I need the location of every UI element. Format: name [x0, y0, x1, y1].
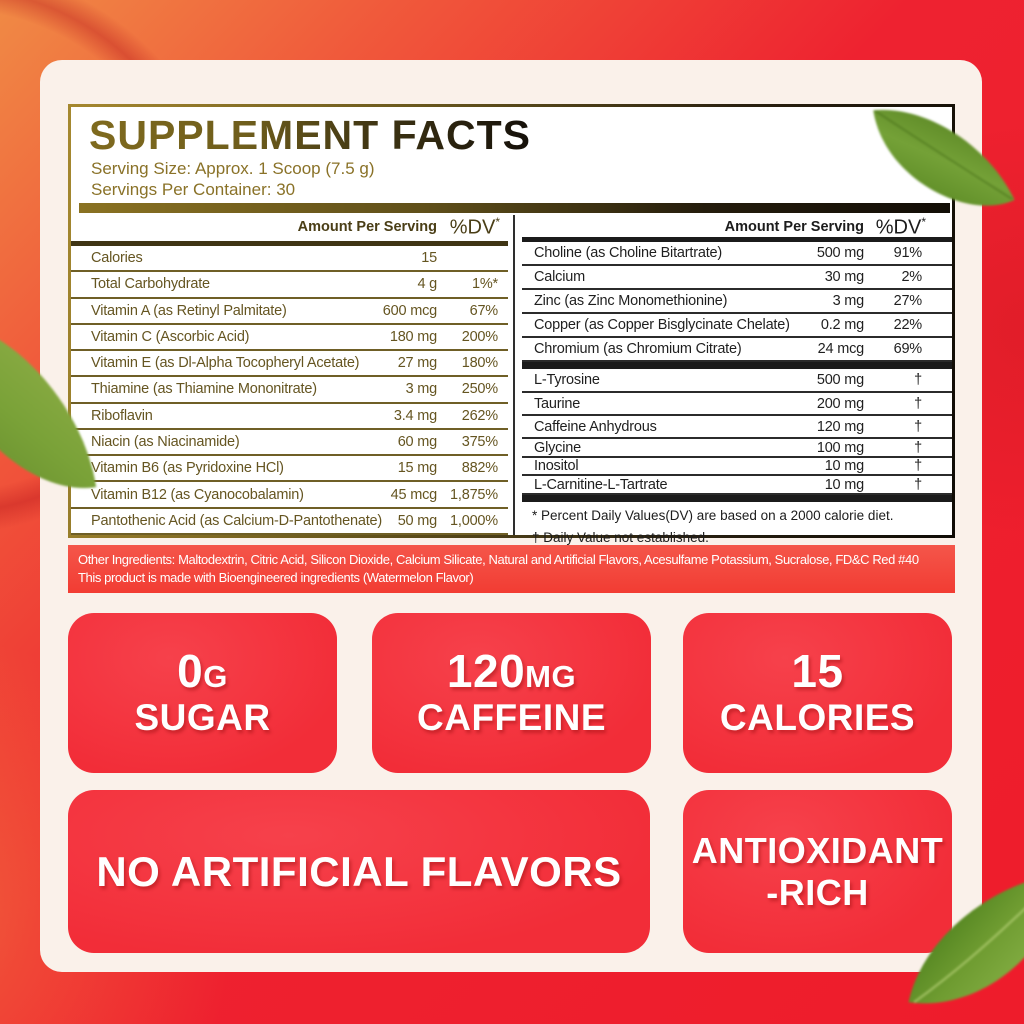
nutrient-row: Vitamin B6 (as Pyridoxine HCl) 15 mg 882%: [71, 456, 508, 483]
other-ingredients-strip: Other Ingredients: Maltodextrin, Citric …: [68, 545, 955, 593]
footnotes: * Percent Daily Values(DV) are based on …: [522, 502, 952, 546]
other-ingredients-line2: This product is made with Bioengineered …: [78, 570, 474, 585]
serving-size: Serving Size: Approx. 1 Scoop (7.5 g): [91, 159, 375, 178]
leaf-left-icon: [0, 317, 97, 489]
badge-calories-value: 15: [791, 645, 844, 698]
badge-caffeine-value: 120MG: [446, 645, 577, 698]
nutrient-row: Chromium (as Chromium Citrate) 24 mcg 69%: [522, 338, 952, 362]
gold-divider-bar: [79, 203, 950, 213]
amount-per-serving-header: Amount Per Serving: [724, 219, 864, 235]
nutrient-row: Choline (as Choline Bitartrate) 500 mg 91%: [522, 242, 952, 266]
dv-header: %DV*: [449, 215, 500, 239]
leaf-top-right-icon: [873, 109, 1015, 206]
right-table-header: Amount Per Serving %DV*: [522, 215, 952, 239]
badge-antioxidant-line2: -RICH: [766, 871, 869, 913]
left-nutrition-table: Amount Per Serving %DV* Calories 15 Total…: [71, 215, 508, 535]
amount-per-serving-header: Amount Per Serving: [297, 219, 437, 235]
badge-caffeine: 120MG CAFFEINE: [372, 613, 651, 773]
dagger-footnote: † Daily Value not established.: [532, 530, 709, 545]
nutrient-row: Zinc (as Zinc Monomethionine) 3 mg 27%: [522, 290, 952, 314]
badge-antioxidant-rich: ANTIOXIDANT -RICH: [683, 790, 952, 953]
badge-caffeine-label: CAFFEINE: [417, 697, 606, 739]
right-nutrition-table: Amount Per Serving %DV* Choline (as Chol…: [522, 215, 952, 545]
badge-no-artificial-flavors: NO ARTIFICIAL FLAVORS: [68, 790, 650, 953]
header-rule: [522, 237, 952, 242]
nutrient-row: Glycine 100 mg †: [522, 439, 952, 458]
other-ingredients-line1: Other Ingredients: Maltodextrin, Citric …: [78, 552, 919, 567]
badge-antioxidant-line1: ANTIOXIDANT: [691, 830, 944, 872]
group-divider-bar: [522, 495, 952, 502]
badge-sugar-value: 0G: [177, 645, 228, 698]
nutrient-row: Calcium 30 mg 2%: [522, 266, 952, 290]
nutrient-row: Thiamine (as Thiamine Mononitrate) 3 mg 25…: [71, 377, 508, 404]
badge-sugar: 0G SUGAR: [68, 613, 337, 773]
nutrient-row: Vitamin A (as Retinyl Palmitate) 600 mcg 6…: [71, 299, 508, 325]
nutrient-row: Taurine 200 mg †: [522, 393, 952, 416]
servings-per-container: Servings Per Container: 30: [91, 180, 296, 199]
column-divider: [513, 215, 515, 535]
dv-footnote: * Percent Daily Values(DV) are based on …: [532, 508, 894, 523]
header-rule: [71, 241, 508, 246]
nutrient-row: Caffeine Anhydrous 120 mg †: [522, 416, 952, 439]
supplement-facts-panel: SUPPLEMENT FACTS Serving Size: Approx. 1…: [68, 104, 955, 545]
nutrient-row: Total Carbohydrate 4 g 1%*: [71, 272, 508, 299]
left-table-header: Amount Per Serving %DV*: [71, 215, 508, 241]
nutrient-row: Copper (as Copper Bisglycinate Chelate) 0…: [522, 314, 952, 338]
nutrient-row: L-Carnitine-L-Tartrate 10 mg †: [522, 476, 952, 495]
dv-header: %DV*: [875, 215, 926, 239]
nutrient-row: Vitamin E (as Dl-Alpha Tocopheryl Acetat…: [71, 351, 508, 378]
badge-sugar-label: SUGAR: [134, 697, 271, 739]
leaf-bottom-right-icon: [908, 874, 1024, 1004]
nutrient-row: Vitamin B12 (as Cyanocobalamin) 45 mcg 1,8…: [71, 482, 508, 509]
nutrient-row: Vitamin C (Ascorbic Acid) 180 mg 200%: [71, 325, 508, 352]
nutrient-row: Pantothenic Acid (as Calcium-D-Pantothen…: [71, 509, 508, 535]
badge-calories: 15 CALORIES: [683, 613, 952, 773]
badge-calories-label: CALORIES: [719, 697, 916, 739]
badge-no-artificial-flavors-label: NO ARTIFICIAL FLAVORS: [96, 847, 622, 895]
label-card: SUPPLEMENT FACTS Serving Size: Approx. 1…: [40, 60, 982, 972]
nutrient-row: Calories 15: [71, 246, 508, 273]
nutrient-row: Niacin (as Niacinamide) 60 mg 375%: [71, 430, 508, 457]
group-divider-bar: [522, 362, 952, 369]
nutrient-row: Inositol 10 mg †: [522, 458, 952, 476]
supplement-facts-title: SUPPLEMENT FACTS: [89, 112, 531, 158]
nutrient-row: Riboflavin 3.4 mg 262%: [71, 404, 508, 430]
nutrition-columns: Amount Per Serving %DV* Calories 15 Total…: [71, 215, 952, 545]
nutrient-row: L-Tyrosine 500 mg †: [522, 369, 952, 393]
